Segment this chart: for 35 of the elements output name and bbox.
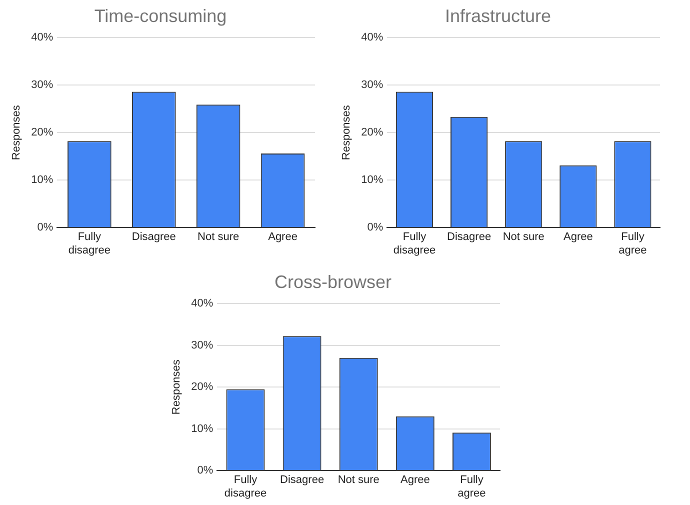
x-tick-label: Fully agree: [618, 231, 647, 256]
x-tick-label: Fully agree: [458, 474, 486, 500]
x-tick-label: Fully disagree: [393, 231, 436, 256]
chart-title: Infrastructure: [444, 6, 552, 26]
x-tick-label: Disagree: [132, 231, 176, 244]
x-tick-label: Agree: [268, 231, 298, 244]
y-tick-label: 20%: [31, 126, 54, 139]
x-tick-label: Fully disagree: [224, 474, 267, 500]
x-tick-label: Not sure: [198, 231, 240, 244]
y-tick-label: 0%: [37, 222, 54, 234]
x-tick-label: Not sure: [338, 474, 380, 486]
chart-title: Time-consuming: [94, 6, 227, 26]
y-axis-title: Responses: [10, 104, 23, 160]
x-tick-label: Agree: [400, 474, 430, 486]
y-tick-label: 10%: [191, 422, 214, 435]
x-tick-label: Fully disagree: [68, 231, 111, 256]
y-tick-label: 40%: [191, 298, 214, 310]
chart-title: Cross-browser: [274, 272, 392, 292]
y-axis-title: Responses: [170, 359, 183, 415]
y-tick-label: 30%: [191, 339, 214, 352]
x-tick-label: Agree: [563, 231, 593, 244]
y-tick-label: 0%: [367, 222, 384, 234]
y-tick-label: 10%: [31, 174, 54, 186]
y-tick-label: 10%: [361, 174, 384, 186]
y-tick-label: 20%: [191, 381, 214, 394]
y-tick-label: 40%: [31, 32, 54, 44]
y-tick-label: 0%: [197, 464, 214, 477]
y-tick-label: 30%: [31, 79, 54, 92]
y-axis-title: Responses: [340, 104, 353, 160]
y-tick-label: 30%: [361, 79, 384, 92]
x-tick-label: Disagree: [447, 231, 492, 244]
x-tick-label: Disagree: [280, 474, 324, 486]
y-tick-label: 40%: [361, 32, 384, 44]
x-tick-label: Not sure: [502, 231, 544, 244]
y-tick-label: 20%: [361, 126, 384, 139]
